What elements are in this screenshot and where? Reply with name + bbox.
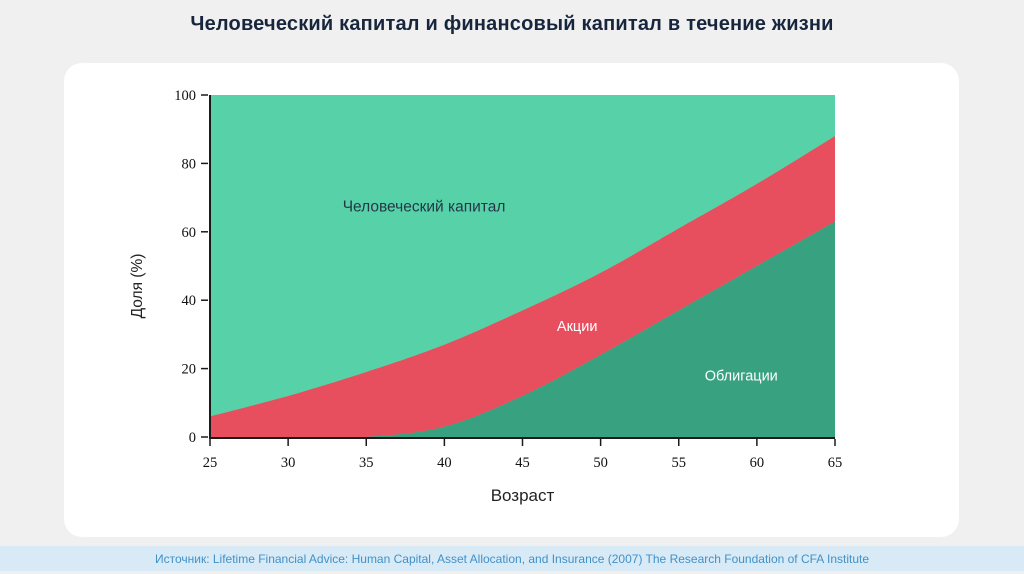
y-tick-label: 100 (174, 88, 196, 104)
y-tick-label: 60 (182, 225, 197, 241)
y-axis-title: Доля (%) (129, 254, 146, 319)
x-tick-label: 55 (672, 455, 687, 471)
area-stocks (210, 136, 835, 437)
region-label-stocks: Акции (557, 319, 598, 335)
y-tick-label: 40 (182, 293, 197, 309)
x-tick-label: 35 (359, 455, 374, 471)
region-label-bonds: Облигации (705, 369, 778, 385)
x-tick-label: 50 (593, 455, 608, 471)
y-tick-label: 0 (189, 430, 196, 446)
x-tick-label: 40 (437, 455, 452, 471)
page-title: Человеческий капитал и финансовый капита… (190, 13, 834, 35)
area-bonds (210, 221, 835, 437)
x-tick-label: 65 (828, 455, 843, 471)
y-tick-label: 20 (182, 362, 197, 378)
x-axis-title: Возраст (491, 486, 555, 505)
lifecycle-stacked-area-chart: 25 30 35 40 45 50 55 60 65 0 20 40 60 80 100 Возраст Дол… (129, 88, 843, 505)
chart-card: 25 30 35 40 45 50 55 60 65 0 20 40 60 80 100 Возраст Дол… (64, 63, 959, 537)
region-label-human-capital: Человеческий капитал (343, 198, 506, 215)
y-tick-label: 80 (182, 156, 197, 172)
x-tick-label: 45 (515, 455, 530, 471)
source-text: Источник: Lifetime Financial Advice: Hum… (154, 551, 870, 566)
source-bar: Источник: Lifetime Financial Advice: Hum… (0, 546, 1024, 571)
x-tick-label: 30 (281, 455, 296, 471)
x-tick-label: 25 (203, 455, 218, 471)
x-tick-label: 60 (750, 455, 765, 471)
